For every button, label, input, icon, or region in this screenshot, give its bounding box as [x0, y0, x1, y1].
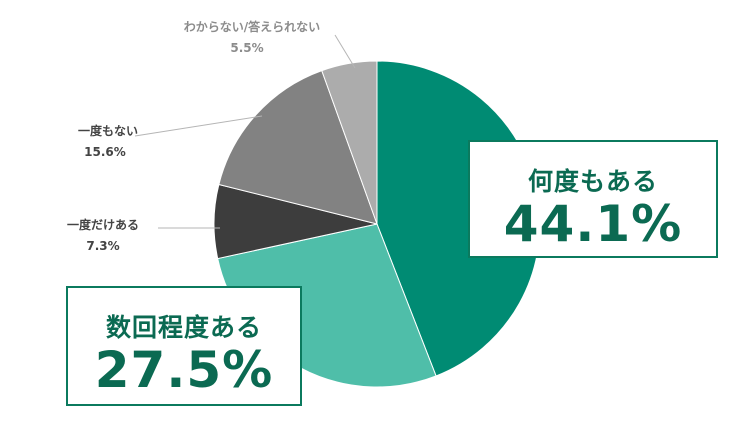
- slice-value-wakaranai: 5.5%: [230, 41, 263, 55]
- leader-lines: [134, 34, 356, 229]
- leader-line-wakaranai: [334, 34, 356, 69]
- pie-slice-4: [321, 60, 378, 225]
- slice-label-ichidomonai: 一度もない: [78, 123, 138, 138]
- pie-slice-3: [218, 69, 378, 225]
- callout-value-nandomoaru: 44.1%: [503, 195, 683, 253]
- callout-label-nandomoaru: 何度もある: [527, 167, 658, 196]
- callout-nandomoaru: 何度もある 44.1%: [468, 140, 718, 258]
- callout-sukaiteido: 数回程度ある 27.5%: [66, 286, 302, 406]
- slice-label-wakaranai: わからない/答えられない: [184, 19, 320, 34]
- slice-label-ichidodake: 一度だけある: [67, 217, 139, 232]
- slice-value-ichidomonai: 15.6%: [84, 145, 126, 159]
- leader-line-ichidomonai: [134, 115, 263, 137]
- callout-label-sukaiteido: 数回程度ある: [105, 313, 262, 342]
- callout-value-sukaiteido: 27.5%: [94, 341, 274, 399]
- slice-value-ichidodake: 7.3%: [86, 239, 119, 253]
